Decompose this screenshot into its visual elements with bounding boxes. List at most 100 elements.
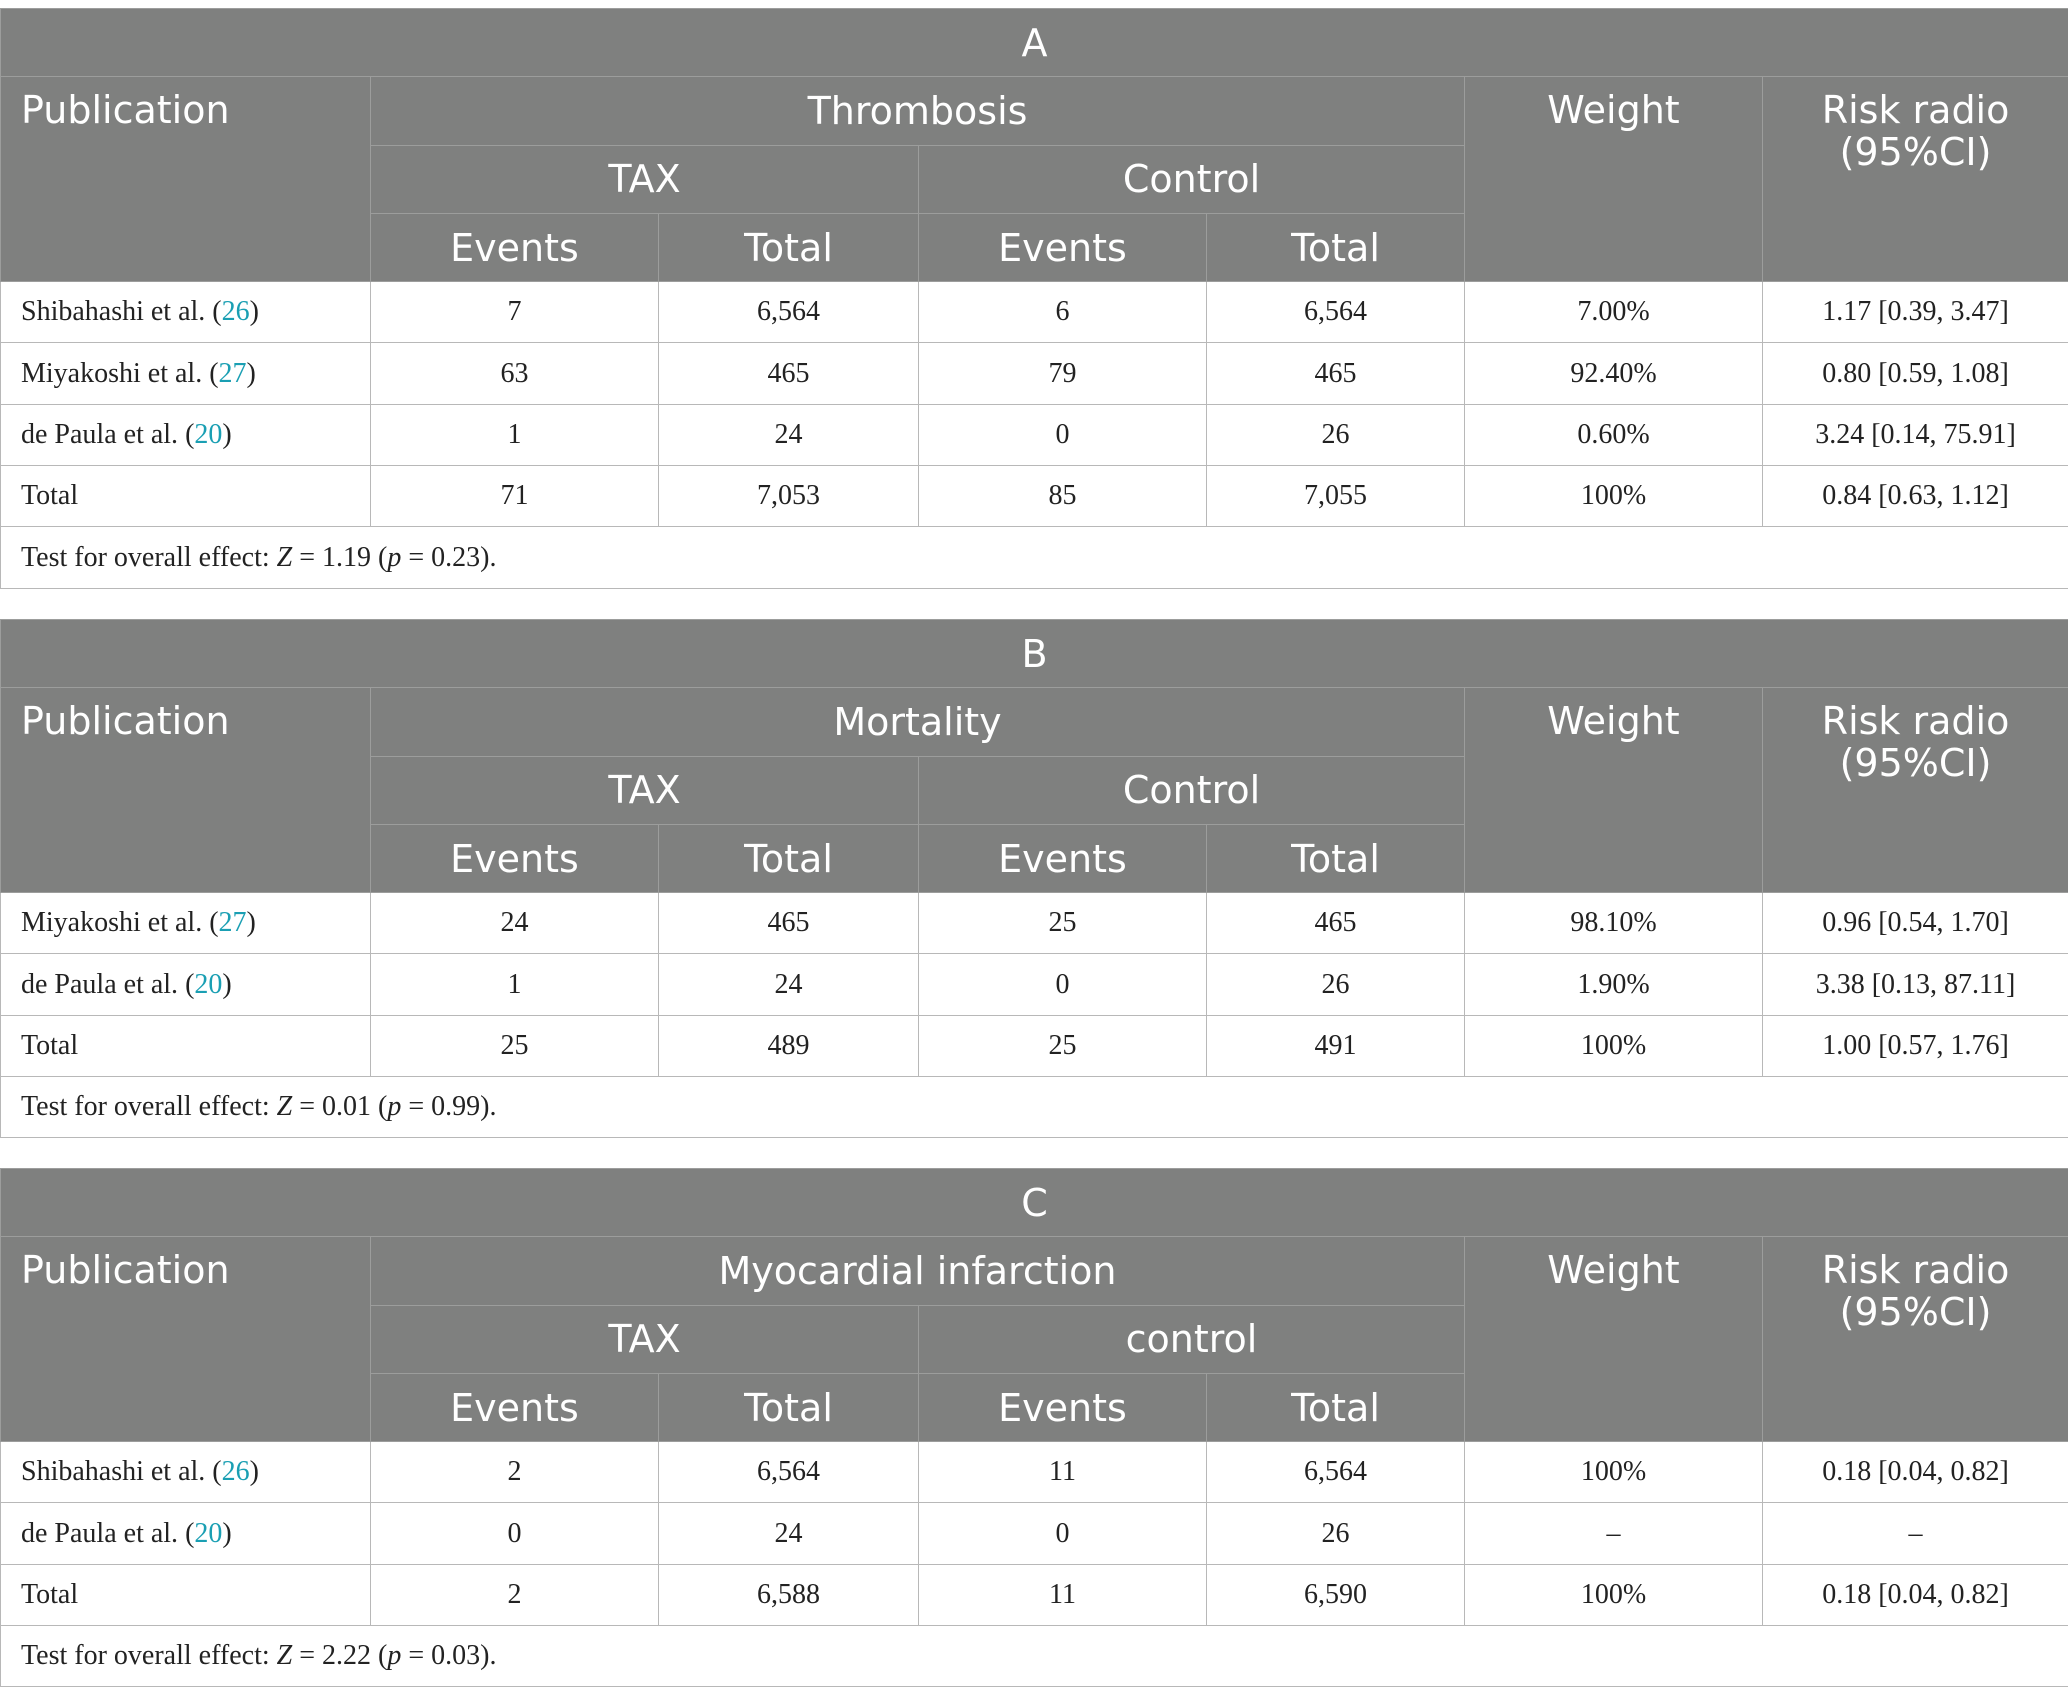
ref-open: ( xyxy=(205,1456,222,1488)
publication-cell: Total xyxy=(0,1014,371,1078)
tax-group-header: TAX xyxy=(370,1304,919,1374)
publication-cell: de Paula et al. (20) xyxy=(0,1502,371,1565)
p-value: = 0.23). xyxy=(401,541,497,573)
control-total-header: Total xyxy=(1206,212,1465,283)
p-value: = 0.99). xyxy=(401,1091,497,1123)
ref-close: ) xyxy=(222,1517,232,1549)
ref-open: ( xyxy=(205,296,222,328)
control-events-cell: 6 xyxy=(918,281,1207,344)
ref-close: ) xyxy=(222,968,232,1000)
author-name: Shibahashi et al. xyxy=(21,296,206,328)
tax-events-header: Events xyxy=(370,823,659,894)
risk-ratio-cell: 1.00 [0.57, 1.76] xyxy=(1761,1014,2068,1078)
control-total-cell: 6,564 xyxy=(1206,281,1465,344)
reference-link[interactable]: 26 xyxy=(221,1456,250,1488)
risk-ratio-cell: 0.80 [0.59, 1.08] xyxy=(1761,342,2068,405)
control-events-cell: 85 xyxy=(918,465,1207,528)
tax-total-cell: 6,564 xyxy=(658,281,919,344)
tax-total-header: Total xyxy=(658,823,919,894)
risk-ratio-header: Risk radio (95%CI) xyxy=(1761,76,2068,283)
p-symbol: p xyxy=(387,1640,402,1672)
author-name: Shibahashi et al. xyxy=(21,1456,206,1488)
reference-link[interactable]: 26 xyxy=(221,296,250,328)
control-events-header: Events xyxy=(918,212,1207,283)
control-total-cell: 7,055 xyxy=(1206,465,1465,528)
tax-events-cell: 71 xyxy=(370,465,659,528)
weight-cell: 98.10% xyxy=(1464,892,1763,955)
table-row: Total 71 7,053 85 7,055 100% 0.84 [0.63, 1.12] xyxy=(0,465,2068,528)
control-total-cell: 491 xyxy=(1206,1014,1465,1078)
publication-cell: Shibahashi et al. (26) xyxy=(0,281,371,344)
reference-link[interactable]: 20 xyxy=(194,418,223,450)
author-name: de Paula et al. xyxy=(21,968,179,1000)
test-prefix: Test for overall effect: xyxy=(21,1091,277,1123)
control-total-header: Total xyxy=(1206,1372,1465,1443)
control-group-header: Control xyxy=(918,144,1465,214)
reference-link[interactable]: 27 xyxy=(218,357,247,389)
ref-open: ( xyxy=(202,907,219,939)
reference-link[interactable]: 20 xyxy=(194,968,223,1000)
table-row: Shibahashi et al. (26) 2 6,564 11 6,564 100% 0… xyxy=(0,1441,2068,1504)
ref-close: ) xyxy=(246,357,256,389)
risk-ratio-header: Risk radio (95%CI) xyxy=(1761,687,2068,894)
control-group-header: Control xyxy=(918,755,1465,825)
tax-total-cell: 24 xyxy=(658,403,919,467)
risk-ratio-header: Risk radio (95%CI) xyxy=(1761,1236,2068,1443)
panel-label: B xyxy=(0,618,2068,689)
ref-close: ) xyxy=(249,296,259,328)
ref-open: ( xyxy=(178,968,195,1000)
publication-cell: de Paula et al. (20) xyxy=(0,403,371,467)
tax-events-cell: 25 xyxy=(370,1014,659,1078)
publication-cell: Total xyxy=(0,1563,371,1627)
risk-ratio-cell: 0.96 [0.54, 1.70] xyxy=(1761,892,2068,955)
z-symbol: Z xyxy=(276,541,293,573)
table-a: A Publication Thrombosis Weight Risk radio (… xyxy=(0,7,2068,589)
control-total-cell: 6,590 xyxy=(1206,1563,1465,1627)
p-symbol: p xyxy=(387,1091,402,1123)
outcome-header: Myocardial infarction xyxy=(370,1236,1465,1306)
overall-effect-note: Test for overall effect: Z = 2.22 (p = 0… xyxy=(0,1625,2068,1688)
risk-ratio-cell: 0.18 [0.04, 0.82] xyxy=(1761,1441,2068,1504)
table-row: de Paula et al. (20) 1 24 0 26 1.90% 3.38 [0.1… xyxy=(0,953,2068,1016)
tax-total-cell: 6,564 xyxy=(658,1441,919,1504)
table-row: de Paula et al. (20) 0 24 0 26– – xyxy=(0,1502,2068,1565)
control-group-header: control xyxy=(918,1304,1465,1374)
publication-header: Publication xyxy=(0,687,371,894)
control-events-cell: 79 xyxy=(918,342,1207,405)
z-value: = 1.19 ( xyxy=(292,541,388,573)
control-total-cell: 6,564 xyxy=(1206,1441,1465,1504)
table-c: C Publication Myocardial infarction Weight R… xyxy=(0,1167,2068,1688)
weight-cell: 100% xyxy=(1464,1441,1763,1504)
control-events-header: Events xyxy=(918,1372,1207,1443)
ref-open: ( xyxy=(178,1517,195,1549)
publication-header: Publication xyxy=(0,1236,371,1443)
weight-header: Weight xyxy=(1464,687,1763,894)
reference-link[interactable]: 27 xyxy=(218,907,247,939)
tax-events-cell: 24 xyxy=(370,892,659,955)
table-b: B Publication Mortality Weight Risk radio (9… xyxy=(0,618,2068,1139)
ref-close: ) xyxy=(249,1456,259,1488)
weight-cell: – xyxy=(1464,1502,1763,1565)
tax-events-cell: 0 xyxy=(370,1502,659,1565)
risk-ratio-cell: – xyxy=(1761,1502,2068,1565)
tax-total-cell: 465 xyxy=(658,892,919,955)
control-total-cell: 465 xyxy=(1206,892,1465,955)
weight-cell: 1.90% xyxy=(1464,953,1763,1016)
table-row: Total 2 6,588 11 6,590 100% 0.18 [0.04, 0.82] xyxy=(0,1563,2068,1627)
tax-total-cell: 489 xyxy=(658,1014,919,1078)
control-events-cell: 11 xyxy=(918,1441,1207,1504)
publication-cell: Miyakoshi et al. (27) xyxy=(0,892,371,955)
tax-total-cell: 7,053 xyxy=(658,465,919,528)
control-total-cell: 26 xyxy=(1206,1502,1465,1565)
weight-header: Weight xyxy=(1464,76,1763,283)
control-events-cell: 0 xyxy=(918,403,1207,467)
reference-link[interactable]: 20 xyxy=(194,1517,223,1549)
tax-events-header: Events xyxy=(370,212,659,283)
tax-group-header: TAX xyxy=(370,755,919,825)
panel-label: C xyxy=(0,1167,2068,1238)
tax-events-cell: 63 xyxy=(370,342,659,405)
test-prefix: Test for overall effect: xyxy=(21,541,277,573)
tax-events-cell: 1 xyxy=(370,403,659,467)
tax-events-cell: 2 xyxy=(370,1441,659,1504)
author-name: de Paula et al. xyxy=(21,1517,179,1549)
